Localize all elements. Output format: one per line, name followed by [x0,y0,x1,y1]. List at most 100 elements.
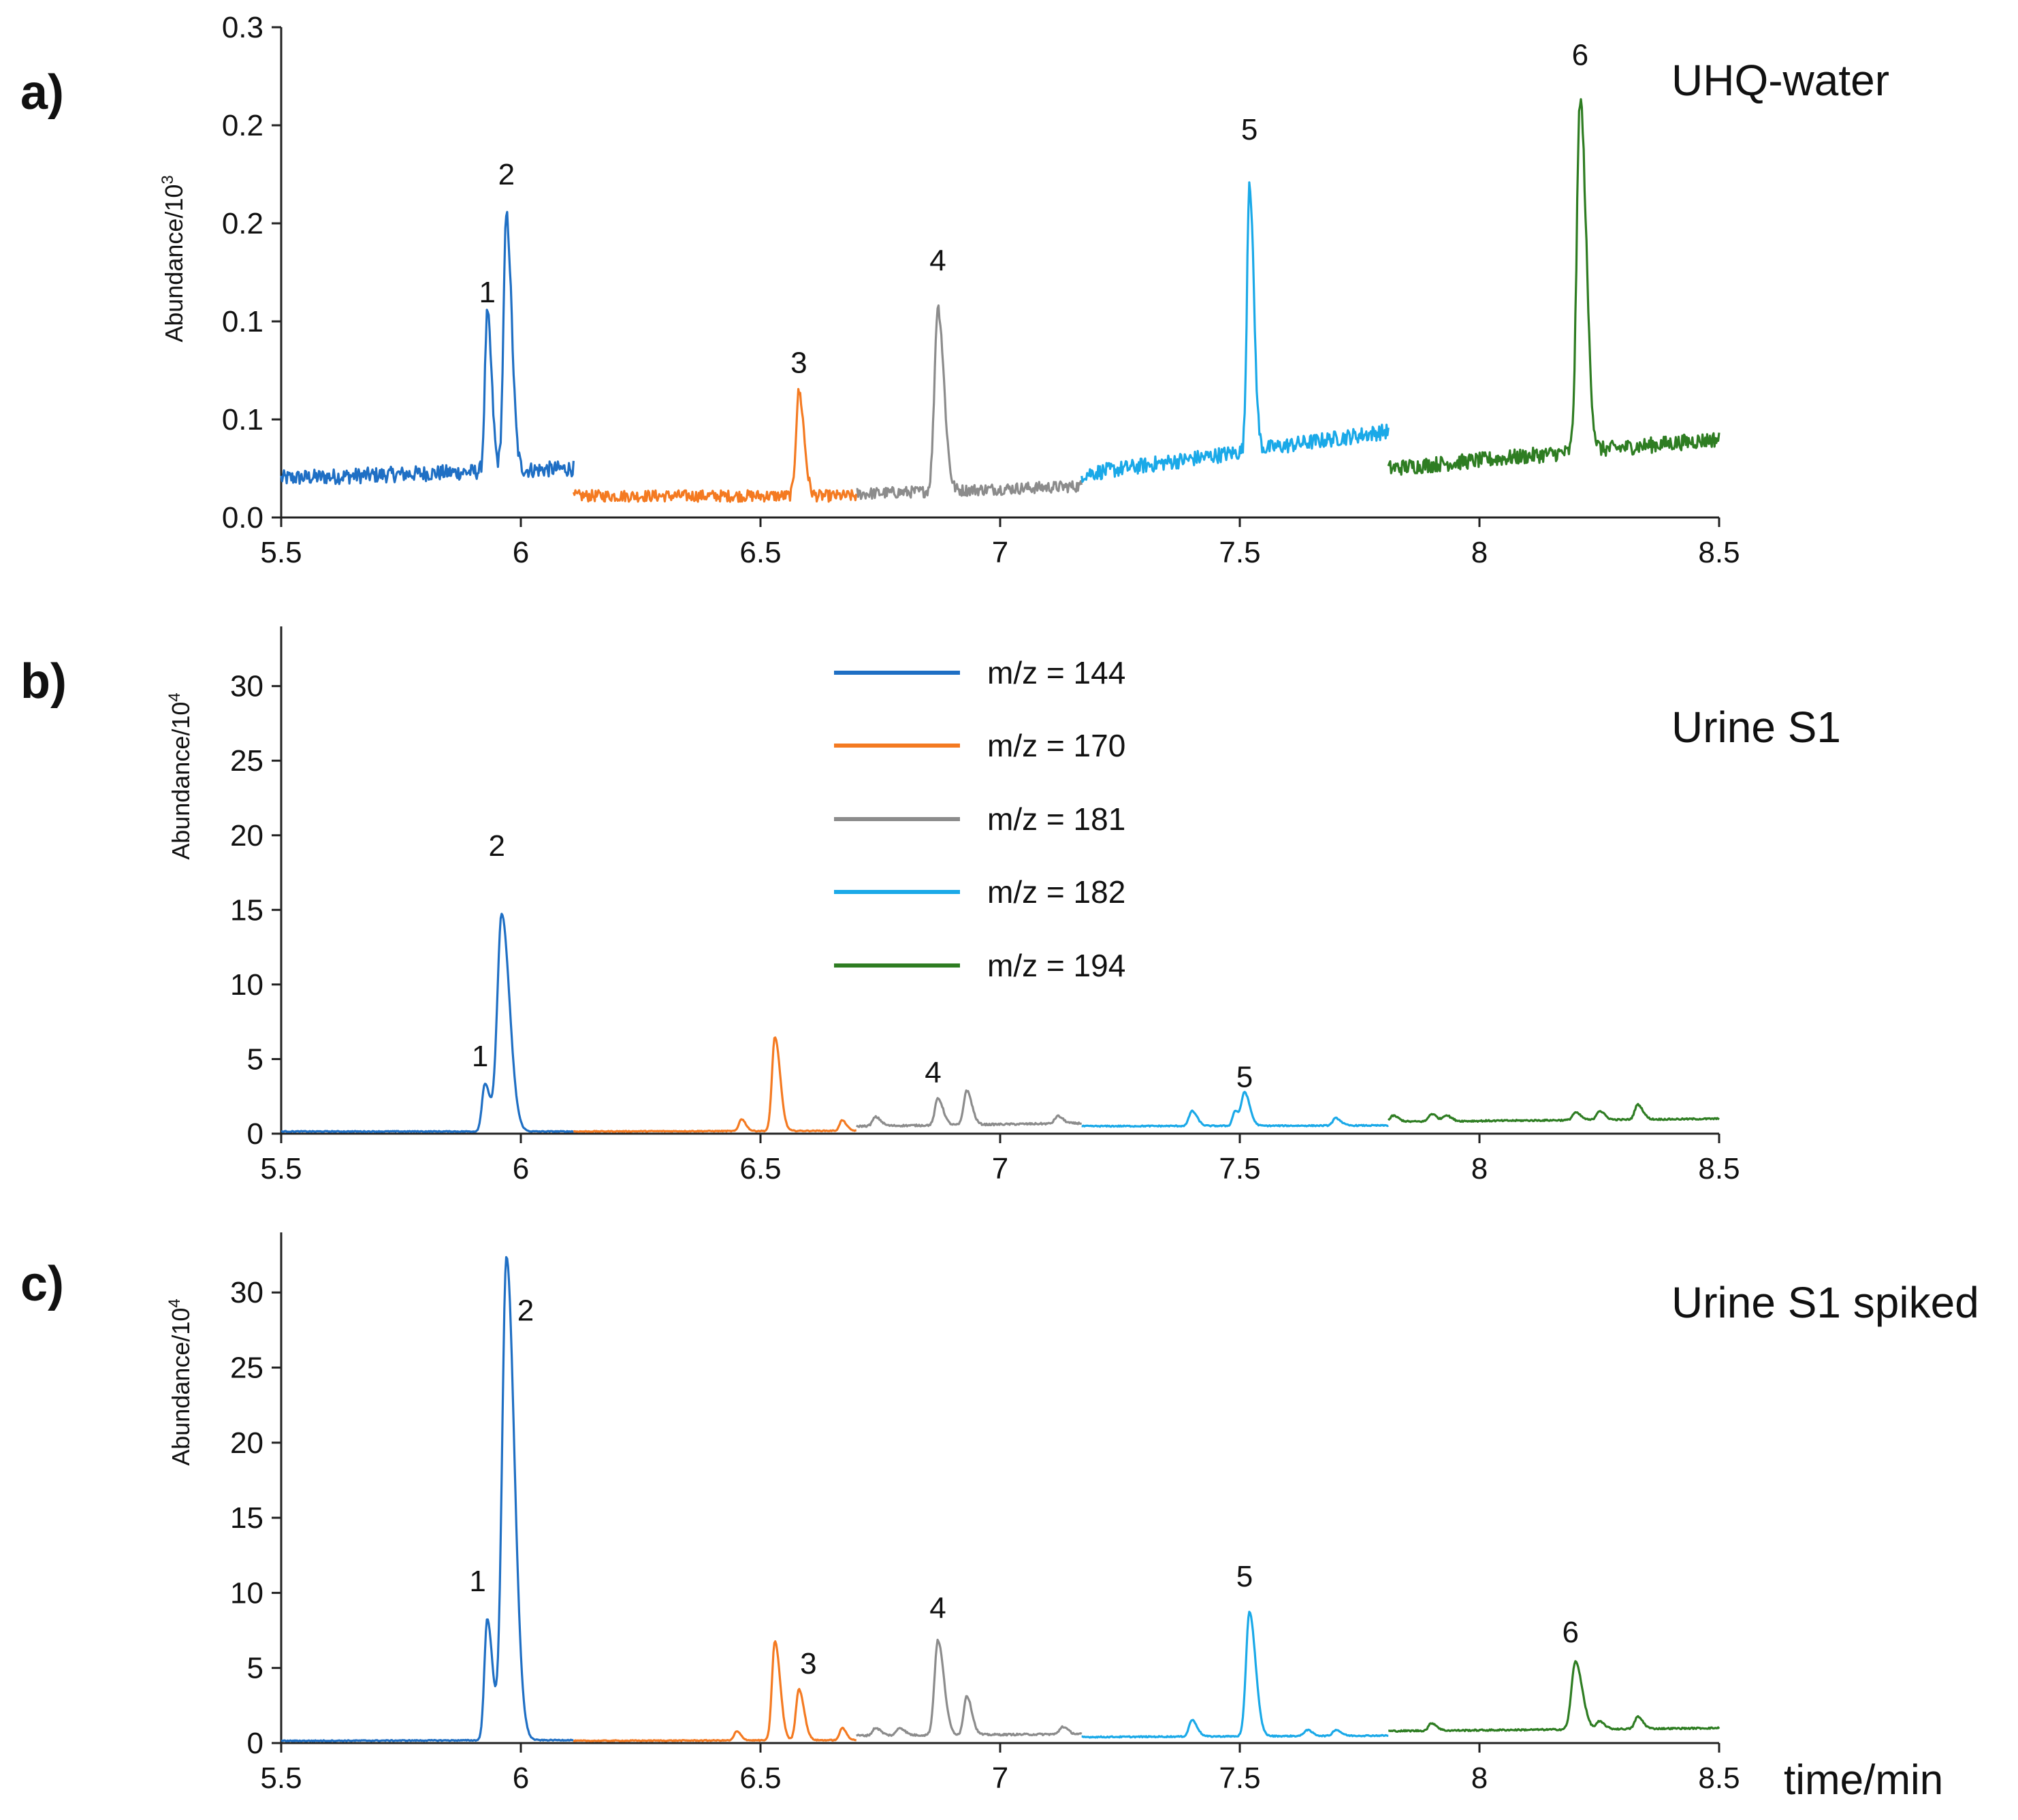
traces-c [281,1256,1720,1742]
y-tick-label: 0.3 [222,11,263,44]
x-tick-label: 6.5 [739,1761,781,1795]
y-tick-label: 30 [230,1276,263,1309]
x-axis-a: 5.5 6 6.5 7 7.5 8 8.5 [260,516,1740,569]
y-axis-a: 0.0 0.1 0.1 0.2 0.2 0.3 [222,11,283,534]
x-tick-label: 7 [992,1152,1008,1185]
x-tick-label: 6.5 [739,1152,781,1185]
y-tick-label: 0 [247,1117,263,1151]
trace-m-z-182-panel-c [1081,1610,1389,1739]
x-tick-label: 7 [992,536,1008,569]
x-tick-label: 7.5 [1219,536,1260,569]
legend-item-mz-170: m/z = 170 [834,728,1125,763]
x-tick-label: 7.5 [1219,1761,1260,1795]
x-tick-label: 8.5 [1698,1761,1740,1795]
y-axis-label-a: Abundance/103 [159,175,188,342]
panel-c: c) Urine S1 spiked Abundance/104 0510152… [20,1232,1979,1804]
sample-label-a: UHQ-water [1671,56,1889,105]
peak-label-1: 1 [469,1565,485,1598]
x-tick-label: 5.5 [260,1152,302,1185]
x-tick-label: 8 [1471,1152,1488,1185]
legend-label-mz-170: m/z = 170 [987,728,1125,763]
x-tick-label: 8 [1471,1761,1488,1795]
panel-label-c: c) [20,1257,64,1311]
y-axis-label-text-c: Abundance/10 [167,1308,195,1466]
legend-label-mz-194: m/z = 194 [987,948,1125,983]
peak-labels-a: 1 2 3 4 5 6 [479,38,1588,379]
trace-m-z-170-panel-a [572,387,858,503]
y-tick-label: 30 [230,670,263,703]
y-axis-b: 0 5 10 15 20 25 30 [230,626,283,1151]
trace-m-z-194-panel-a [1387,98,1720,476]
legend-item-mz-144: m/z = 144 [834,655,1125,690]
x-tick-label: 5.5 [260,536,302,569]
trace-m-z-181-panel-b [856,1089,1082,1128]
panel-label-a: a) [20,65,64,120]
peak-label-2: 2 [498,158,515,191]
x-tick-label: 6.5 [739,536,781,569]
peak-label-5: 5 [1236,1560,1253,1593]
trace-m-z-182-panel-b [1081,1091,1389,1128]
y-axis-label-exponent-b: 4 [165,692,184,701]
x-tick-label: 8 [1471,536,1488,569]
peak-labels-c: 1 2 3 4 5 6 [469,1294,1579,1680]
peak-label-1: 1 [479,276,495,309]
sample-label-c: Urine S1 spiked [1671,1278,1979,1327]
y-axis-label-exponent-c: 4 [165,1298,184,1307]
y-tick-label: 0.2 [222,207,263,240]
y-tick-label: 25 [230,1352,263,1385]
trace-m-z-181-panel-c [856,1638,1083,1738]
trace-m-z-182-panel-a [1080,181,1390,483]
legend: m/z = 144 m/z = 170 m/z = 181 m/z = 182 … [834,655,1125,983]
x-axis-c: 5.5 6 6.5 7 7.5 8 8.5 [260,1742,1740,1795]
trace-m-z-144-panel-c [281,1256,574,1742]
x-tick-label: 7 [992,1761,1008,1795]
x-tick-label: 7.5 [1219,1152,1260,1185]
legend-item-mz-181: m/z = 181 [834,801,1125,837]
sample-label-b: Urine S1 [1671,703,1841,752]
trace-m-z-194-panel-b [1387,1102,1720,1123]
peak-label-2: 2 [517,1294,534,1328]
peak-label-4: 4 [929,1591,946,1625]
legend-item-mz-194: m/z = 194 [834,948,1125,983]
x-tick-label: 8.5 [1698,1152,1740,1185]
peak-label-4: 4 [929,244,946,278]
y-tick-label: 10 [230,968,263,1002]
y-axis-c: 0 5 10 15 20 25 30 [230,1232,283,1760]
legend-label-mz-144: m/z = 144 [987,655,1125,690]
panel-a: a) UHQ-water Abundance/103 0.00.10.10.20… [20,11,1889,569]
peak-label-3: 3 [790,346,807,379]
peak-labels-b: 1 2 4 5 [472,829,1253,1094]
x-axis-b: 5.5 6 6.5 7 7.5 8 8.5 [260,1132,1740,1185]
trace-m-z-144-panel-b [281,912,574,1133]
trace-m-z-170-panel-b [573,1036,857,1133]
y-tick-label: 5 [247,1042,263,1076]
x-tick-label: 6 [513,1152,529,1185]
legend-label-mz-182: m/z = 182 [987,874,1125,910]
peak-label-6: 6 [1572,38,1588,71]
trace-m-z-181-panel-a [856,304,1083,500]
y-tick-label: 15 [230,893,263,927]
x-tick-label: 8.5 [1698,536,1740,569]
y-tick-label: 0 [247,1727,263,1760]
peak-label-6: 6 [1563,1616,1579,1649]
y-axis-label-exponent-a: 3 [159,175,177,184]
traces-a [280,98,1720,503]
y-axis-label-text-b: Abundance/10 [167,702,195,860]
peak-label-5: 5 [1241,113,1258,146]
x-tick-label: 6 [513,536,529,569]
peak-label-4: 4 [925,1056,941,1089]
y-tick-label: 0.2 [222,109,263,142]
traces-b [281,912,1720,1133]
y-tick-label: 25 [230,744,263,778]
trace-m-z-170-panel-c [573,1640,857,1742]
peak-label-2: 2 [489,829,505,863]
y-tick-label: 5 [247,1652,263,1685]
x-tick-label: 5.5 [260,1761,302,1795]
y-tick-label: 20 [230,1426,263,1460]
y-tick-label: 10 [230,1576,263,1610]
y-axis-label-text-a: Abundance/10 [160,185,188,342]
trace-m-z-194-panel-c [1388,1660,1720,1733]
y-tick-label: 0.1 [222,305,263,338]
